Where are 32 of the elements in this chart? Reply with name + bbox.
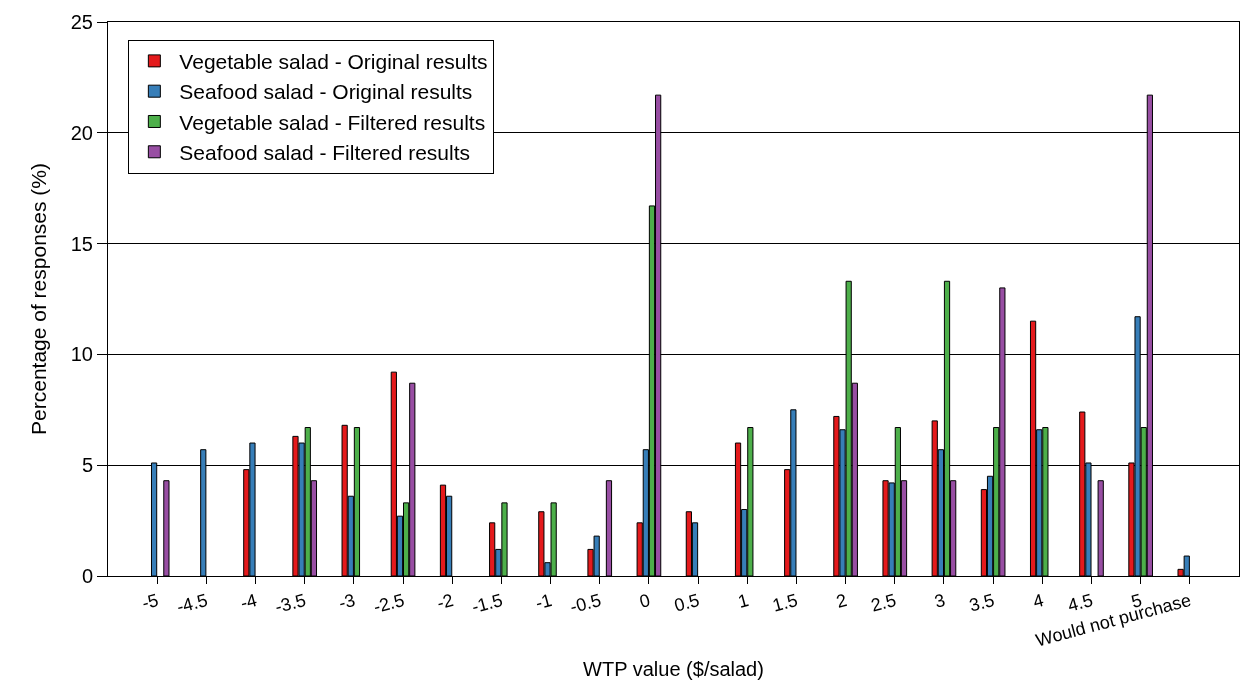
x-tick-label: 0.5 bbox=[672, 589, 702, 616]
x-tick-label: 1 bbox=[735, 589, 751, 612]
y-tick-label: 25 bbox=[70, 11, 93, 33]
x-tick-label: 0 bbox=[637, 589, 653, 612]
x-tick-label: -4.5 bbox=[174, 589, 210, 618]
y-tick-label: 20 bbox=[70, 121, 93, 144]
x-tick-label: -1 bbox=[533, 589, 554, 614]
y-tick-label: 15 bbox=[70, 232, 93, 255]
x-tick-label: -0.5 bbox=[567, 589, 604, 618]
legend-label: Seafood salad - Original results bbox=[179, 80, 473, 104]
y-tick-label: 5 bbox=[81, 454, 93, 477]
y-tick-label: 0 bbox=[81, 565, 93, 587]
legend-label: Vegetable salad - Original results bbox=[179, 50, 488, 74]
x-tick-label: -2.5 bbox=[371, 589, 407, 618]
x-axis-title: WTP value ($/salad) bbox=[583, 658, 764, 681]
x-tick-label: 3 bbox=[932, 589, 948, 612]
x-tick-label: -1.5 bbox=[469, 589, 505, 618]
x-tick-label: 3.5 bbox=[967, 589, 997, 616]
x-tick-label: -5 bbox=[139, 589, 161, 614]
legend-label: Vegetable salad - Filtered results bbox=[179, 110, 486, 134]
x-tick-label: 2 bbox=[834, 589, 849, 612]
y-tick-label: 10 bbox=[70, 343, 93, 366]
x-tick-label: -3 bbox=[336, 589, 358, 614]
x-tick-label: 4 bbox=[1030, 589, 1046, 612]
x-tick-label: 4.5 bbox=[1065, 589, 1095, 616]
legend-label: Seafood salad - Filtered results bbox=[179, 140, 471, 164]
x-tick-label: -2 bbox=[434, 589, 456, 614]
x-tick-label: 2.5 bbox=[868, 589, 899, 616]
x-tick-label: -3.5 bbox=[272, 589, 309, 618]
y-axis-title: Percentage of responses (%) bbox=[26, 163, 50, 435]
x-tick-label: 1.5 bbox=[770, 589, 800, 616]
x-tick-label: -4 bbox=[238, 589, 259, 614]
